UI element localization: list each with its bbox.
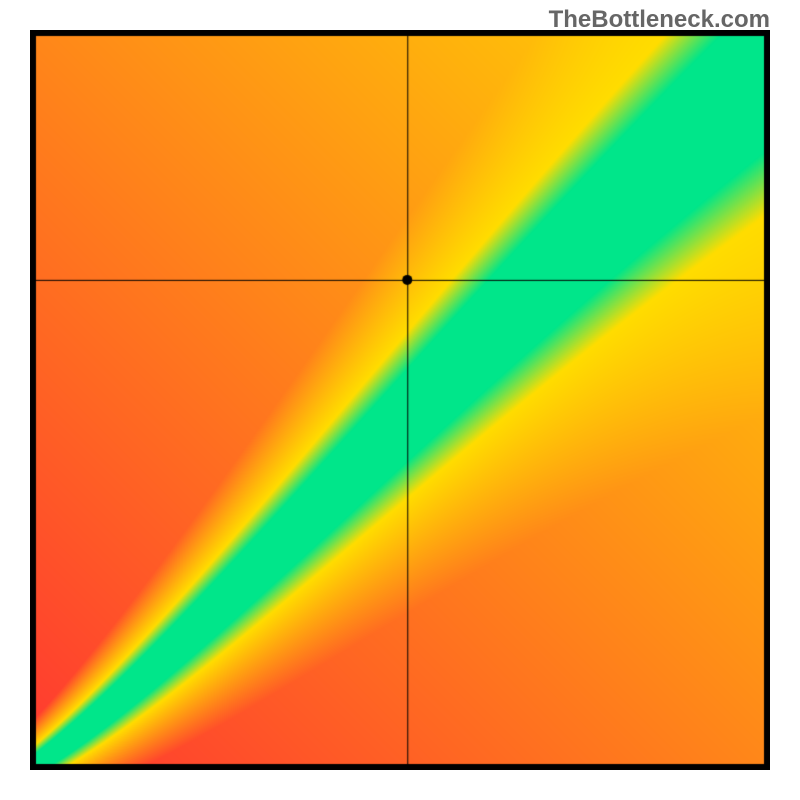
- bottleneck-plot: [30, 30, 770, 770]
- watermark-label: TheBottleneck.com: [549, 6, 770, 34]
- heatmap-canvas: [30, 30, 770, 770]
